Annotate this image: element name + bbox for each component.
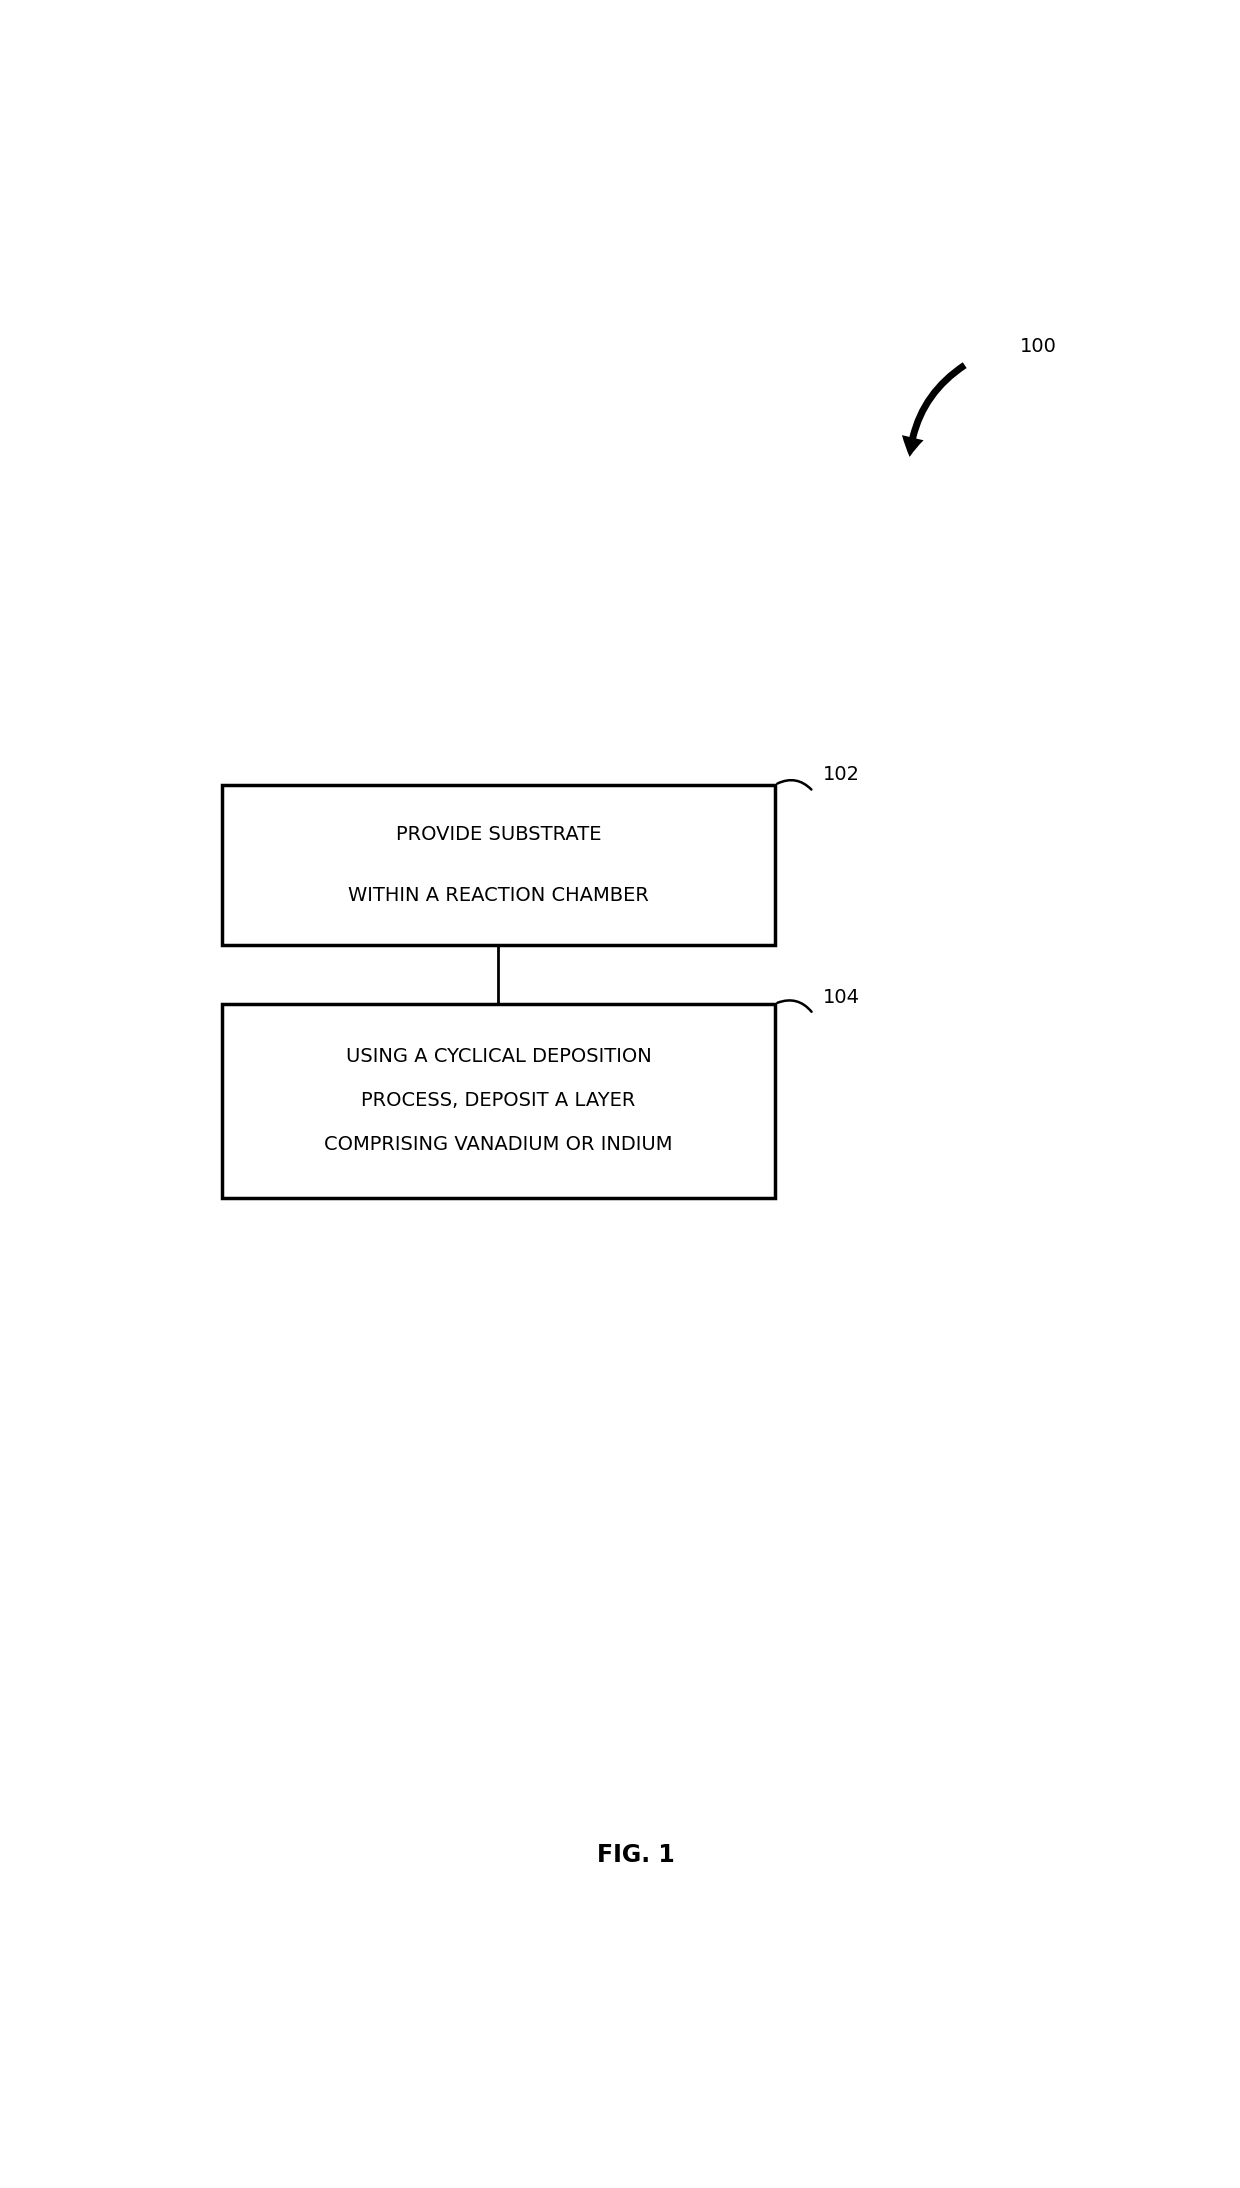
- Text: USING A CYCLICAL DEPOSITION: USING A CYCLICAL DEPOSITION: [346, 1048, 651, 1066]
- Text: 102: 102: [823, 766, 859, 783]
- Text: FIG. 1: FIG. 1: [596, 1842, 675, 1866]
- Bar: [222, 785, 775, 945]
- Text: PROCESS, DEPOSIT A LAYER: PROCESS, DEPOSIT A LAYER: [361, 1092, 636, 1109]
- Text: 100: 100: [1019, 337, 1056, 357]
- Text: PROVIDE SUBSTRATE: PROVIDE SUBSTRATE: [396, 825, 601, 845]
- Bar: [222, 1004, 775, 1197]
- Text: 104: 104: [823, 987, 859, 1006]
- FancyArrowPatch shape: [777, 781, 811, 790]
- FancyArrowPatch shape: [901, 363, 967, 457]
- Text: WITHIN A REACTION CHAMBER: WITHIN A REACTION CHAMBER: [348, 886, 649, 904]
- FancyArrowPatch shape: [777, 1000, 811, 1011]
- Text: COMPRISING VANADIUM OR INDIUM: COMPRISING VANADIUM OR INDIUM: [325, 1136, 673, 1153]
